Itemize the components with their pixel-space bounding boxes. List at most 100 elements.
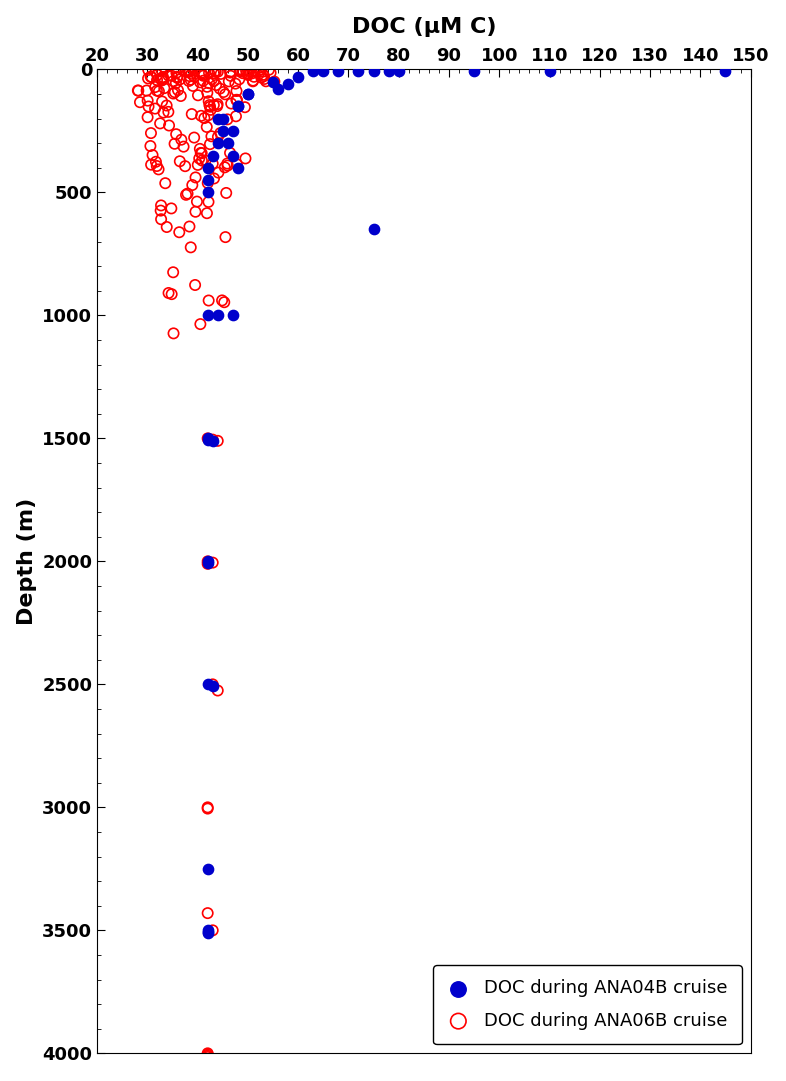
DOC during ANA06B cruise <box>149 64 162 81</box>
DOC during ANA04B cruise <box>211 307 224 324</box>
DOC during ANA06B cruise <box>207 922 219 939</box>
DOC during ANA06B cruise <box>149 99 161 117</box>
DOC during ANA04B cruise <box>201 307 214 324</box>
DOC during ANA06B cruise <box>182 72 195 90</box>
DOC during ANA04B cruise <box>201 922 214 939</box>
DOC during ANA06B cruise <box>155 211 167 228</box>
DOC during ANA06B cruise <box>194 316 207 333</box>
DOC during ANA06B cruise <box>246 65 259 82</box>
DOC during ANA06B cruise <box>202 93 215 110</box>
DOC during ANA06B cruise <box>198 109 211 126</box>
DOC during ANA04B cruise <box>201 676 214 693</box>
DOC during ANA06B cruise <box>239 150 252 168</box>
DOC during ANA06B cruise <box>211 63 224 80</box>
DOC during ANA04B cruise <box>232 97 244 115</box>
DOC during ANA06B cruise <box>196 151 208 169</box>
DOC during ANA06B cruise <box>182 62 195 79</box>
DOC during ANA06B cruise <box>151 82 163 99</box>
DOC during ANA06B cruise <box>208 170 220 187</box>
DOC during ANA06B cruise <box>202 193 215 211</box>
X-axis label: DOC (μM C): DOC (μM C) <box>351 16 496 37</box>
DOC during ANA06B cruise <box>171 81 184 98</box>
DOC during ANA06B cruise <box>230 91 243 108</box>
DOC during ANA06B cruise <box>202 292 215 309</box>
DOC during ANA06B cruise <box>224 144 237 161</box>
DOC during ANA06B cruise <box>201 556 214 573</box>
DOC during ANA06B cruise <box>196 66 208 83</box>
DOC during ANA06B cruise <box>141 108 154 125</box>
DOC during ANA04B cruise <box>317 62 329 79</box>
DOC during ANA06B cruise <box>162 67 174 84</box>
DOC during ANA06B cruise <box>220 184 233 201</box>
DOC during ANA06B cruise <box>221 155 233 172</box>
DOC during ANA04B cruise <box>241 85 254 103</box>
DOC during ANA06B cruise <box>234 63 247 80</box>
DOC during ANA06B cruise <box>151 66 163 83</box>
DOC during ANA06B cruise <box>174 70 186 88</box>
DOC during ANA06B cruise <box>159 174 171 191</box>
DOC during ANA06B cruise <box>207 553 219 571</box>
DOC during ANA06B cruise <box>248 62 260 79</box>
DOC during ANA06B cruise <box>195 65 208 82</box>
DOC during ANA06B cruise <box>201 905 214 922</box>
DOC during ANA06B cruise <box>141 92 154 109</box>
DOC during ANA06B cruise <box>201 84 214 102</box>
DOC during ANA06B cruise <box>154 115 167 132</box>
DOC during ANA06B cruise <box>170 64 182 81</box>
DOC during ANA06B cruise <box>183 67 196 84</box>
DOC during ANA04B cruise <box>201 430 214 448</box>
DOC during ANA06B cruise <box>239 98 252 116</box>
DOC during ANA04B cruise <box>468 62 480 79</box>
DOC during ANA06B cruise <box>157 104 170 121</box>
DOC during ANA06B cruise <box>142 98 155 116</box>
DOC during ANA06B cruise <box>240 62 252 79</box>
DOC during ANA06B cruise <box>233 63 246 80</box>
DOC during ANA04B cruise <box>201 924 214 942</box>
DOC during ANA06B cruise <box>156 68 169 85</box>
DOC during ANA06B cruise <box>233 70 245 88</box>
DOC during ANA04B cruise <box>207 147 219 164</box>
DOC during ANA06B cruise <box>180 186 193 203</box>
DOC during ANA06B cruise <box>211 95 224 112</box>
DOC during ANA06B cruise <box>230 108 242 125</box>
DOC during ANA06B cruise <box>185 106 198 123</box>
DOC during ANA06B cruise <box>201 799 214 816</box>
DOC during ANA06B cruise <box>191 192 204 210</box>
DOC during ANA06B cruise <box>170 125 182 143</box>
DOC during ANA06B cruise <box>165 200 178 217</box>
DOC during ANA06B cruise <box>224 67 237 84</box>
DOC during ANA06B cruise <box>200 118 213 135</box>
DOC during ANA06B cruise <box>152 161 165 178</box>
DOC during ANA06B cruise <box>149 154 162 171</box>
DOC during ANA06B cruise <box>211 682 224 699</box>
DOC during ANA06B cruise <box>224 63 237 80</box>
DOC during ANA06B cruise <box>224 64 237 81</box>
DOC during ANA06B cruise <box>170 75 182 92</box>
DOC during ANA04B cruise <box>719 62 732 79</box>
DOC during ANA06B cruise <box>154 202 167 219</box>
DOC during ANA06B cruise <box>162 103 174 120</box>
DOC during ANA06B cruise <box>165 285 178 303</box>
DOC during ANA06B cruise <box>211 432 224 450</box>
DOC during ANA06B cruise <box>207 431 219 449</box>
DOC during ANA06B cruise <box>247 72 259 90</box>
DOC during ANA06B cruise <box>204 102 217 119</box>
DOC during ANA06B cruise <box>203 96 215 114</box>
DOC during ANA06B cruise <box>204 98 216 116</box>
DOC during ANA06B cruise <box>214 124 226 142</box>
DOC during ANA06B cruise <box>167 72 180 90</box>
DOC during ANA04B cruise <box>332 62 345 79</box>
DOC during ANA06B cruise <box>203 65 215 82</box>
DOC during ANA06B cruise <box>207 155 219 172</box>
DOC during ANA06B cruise <box>193 141 206 158</box>
DOC during ANA06B cruise <box>145 68 157 85</box>
DOC during ANA04B cruise <box>216 110 229 128</box>
DOC during ANA04B cruise <box>241 85 254 103</box>
DOC during ANA06B cruise <box>242 62 255 79</box>
DOC during ANA06B cruise <box>248 68 260 85</box>
DOC during ANA06B cruise <box>141 70 154 88</box>
DOC during ANA06B cruise <box>192 86 204 104</box>
DOC during ANA06B cruise <box>131 82 144 99</box>
DOC during ANA06B cruise <box>202 107 215 124</box>
DOC during ANA06B cruise <box>155 62 167 79</box>
